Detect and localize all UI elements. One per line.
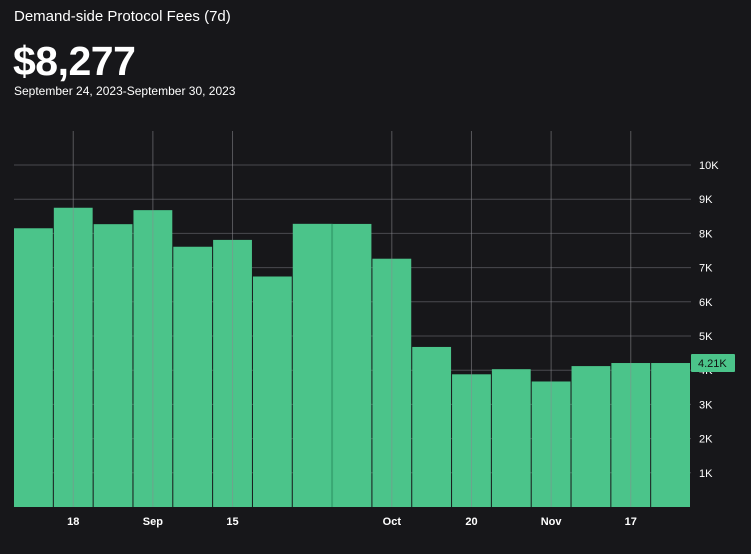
bar[interactable] — [491, 369, 531, 507]
y-tick-label: 8K — [699, 228, 713, 240]
current-value-badge: 4.21K — [691, 354, 735, 373]
bar[interactable] — [571, 366, 611, 507]
y-tick-label: 2K — [699, 434, 713, 446]
y-tick-label: 9K — [699, 194, 713, 206]
chart-title: Demand-side Protocol Fees (7d) — [14, 8, 231, 25]
date-range: September 24, 2023-September 30, 2023 — [14, 84, 236, 98]
x-tick-label: 17 — [625, 516, 637, 528]
value-badge-bg — [691, 354, 735, 373]
bar[interactable] — [412, 346, 452, 507]
x-tick-label: 18 — [67, 516, 79, 528]
x-tick-label: 15 — [226, 516, 238, 528]
x-tick-label: Nov — [541, 516, 563, 528]
y-tick-label: 5K — [699, 331, 713, 343]
y-tick-label: 3K — [699, 399, 713, 411]
y-tick-label: 10K — [699, 160, 719, 172]
y-tick-label: 1K — [699, 468, 713, 480]
bar[interactable] — [93, 224, 133, 507]
bar[interactable] — [651, 363, 690, 507]
x-tick-label: 20 — [465, 516, 477, 528]
bar[interactable] — [252, 276, 292, 507]
bar[interactable] — [173, 246, 213, 507]
value-badge-label: 4.21K — [698, 358, 727, 370]
x-axis-labels: 18 Sep 15 Oct 20 Nov 17 — [67, 516, 637, 528]
bars-layer — [14, 207, 690, 508]
bar[interactable] — [292, 223, 332, 507]
headline-value: $8,277 — [13, 38, 136, 84]
y-axis-labels: 1K2K3K4K5K6K7K8K9K10K — [699, 160, 719, 480]
bar-highlighted[interactable] — [332, 223, 372, 507]
y-tick-label: 6K — [699, 297, 713, 309]
y-tick-label: 7K — [699, 263, 713, 275]
x-tick-label: Oct — [383, 516, 402, 528]
x-tick-label: Sep — [143, 516, 163, 528]
vertical-grid-layer — [72, 131, 632, 507]
bar[interactable] — [14, 228, 53, 507]
